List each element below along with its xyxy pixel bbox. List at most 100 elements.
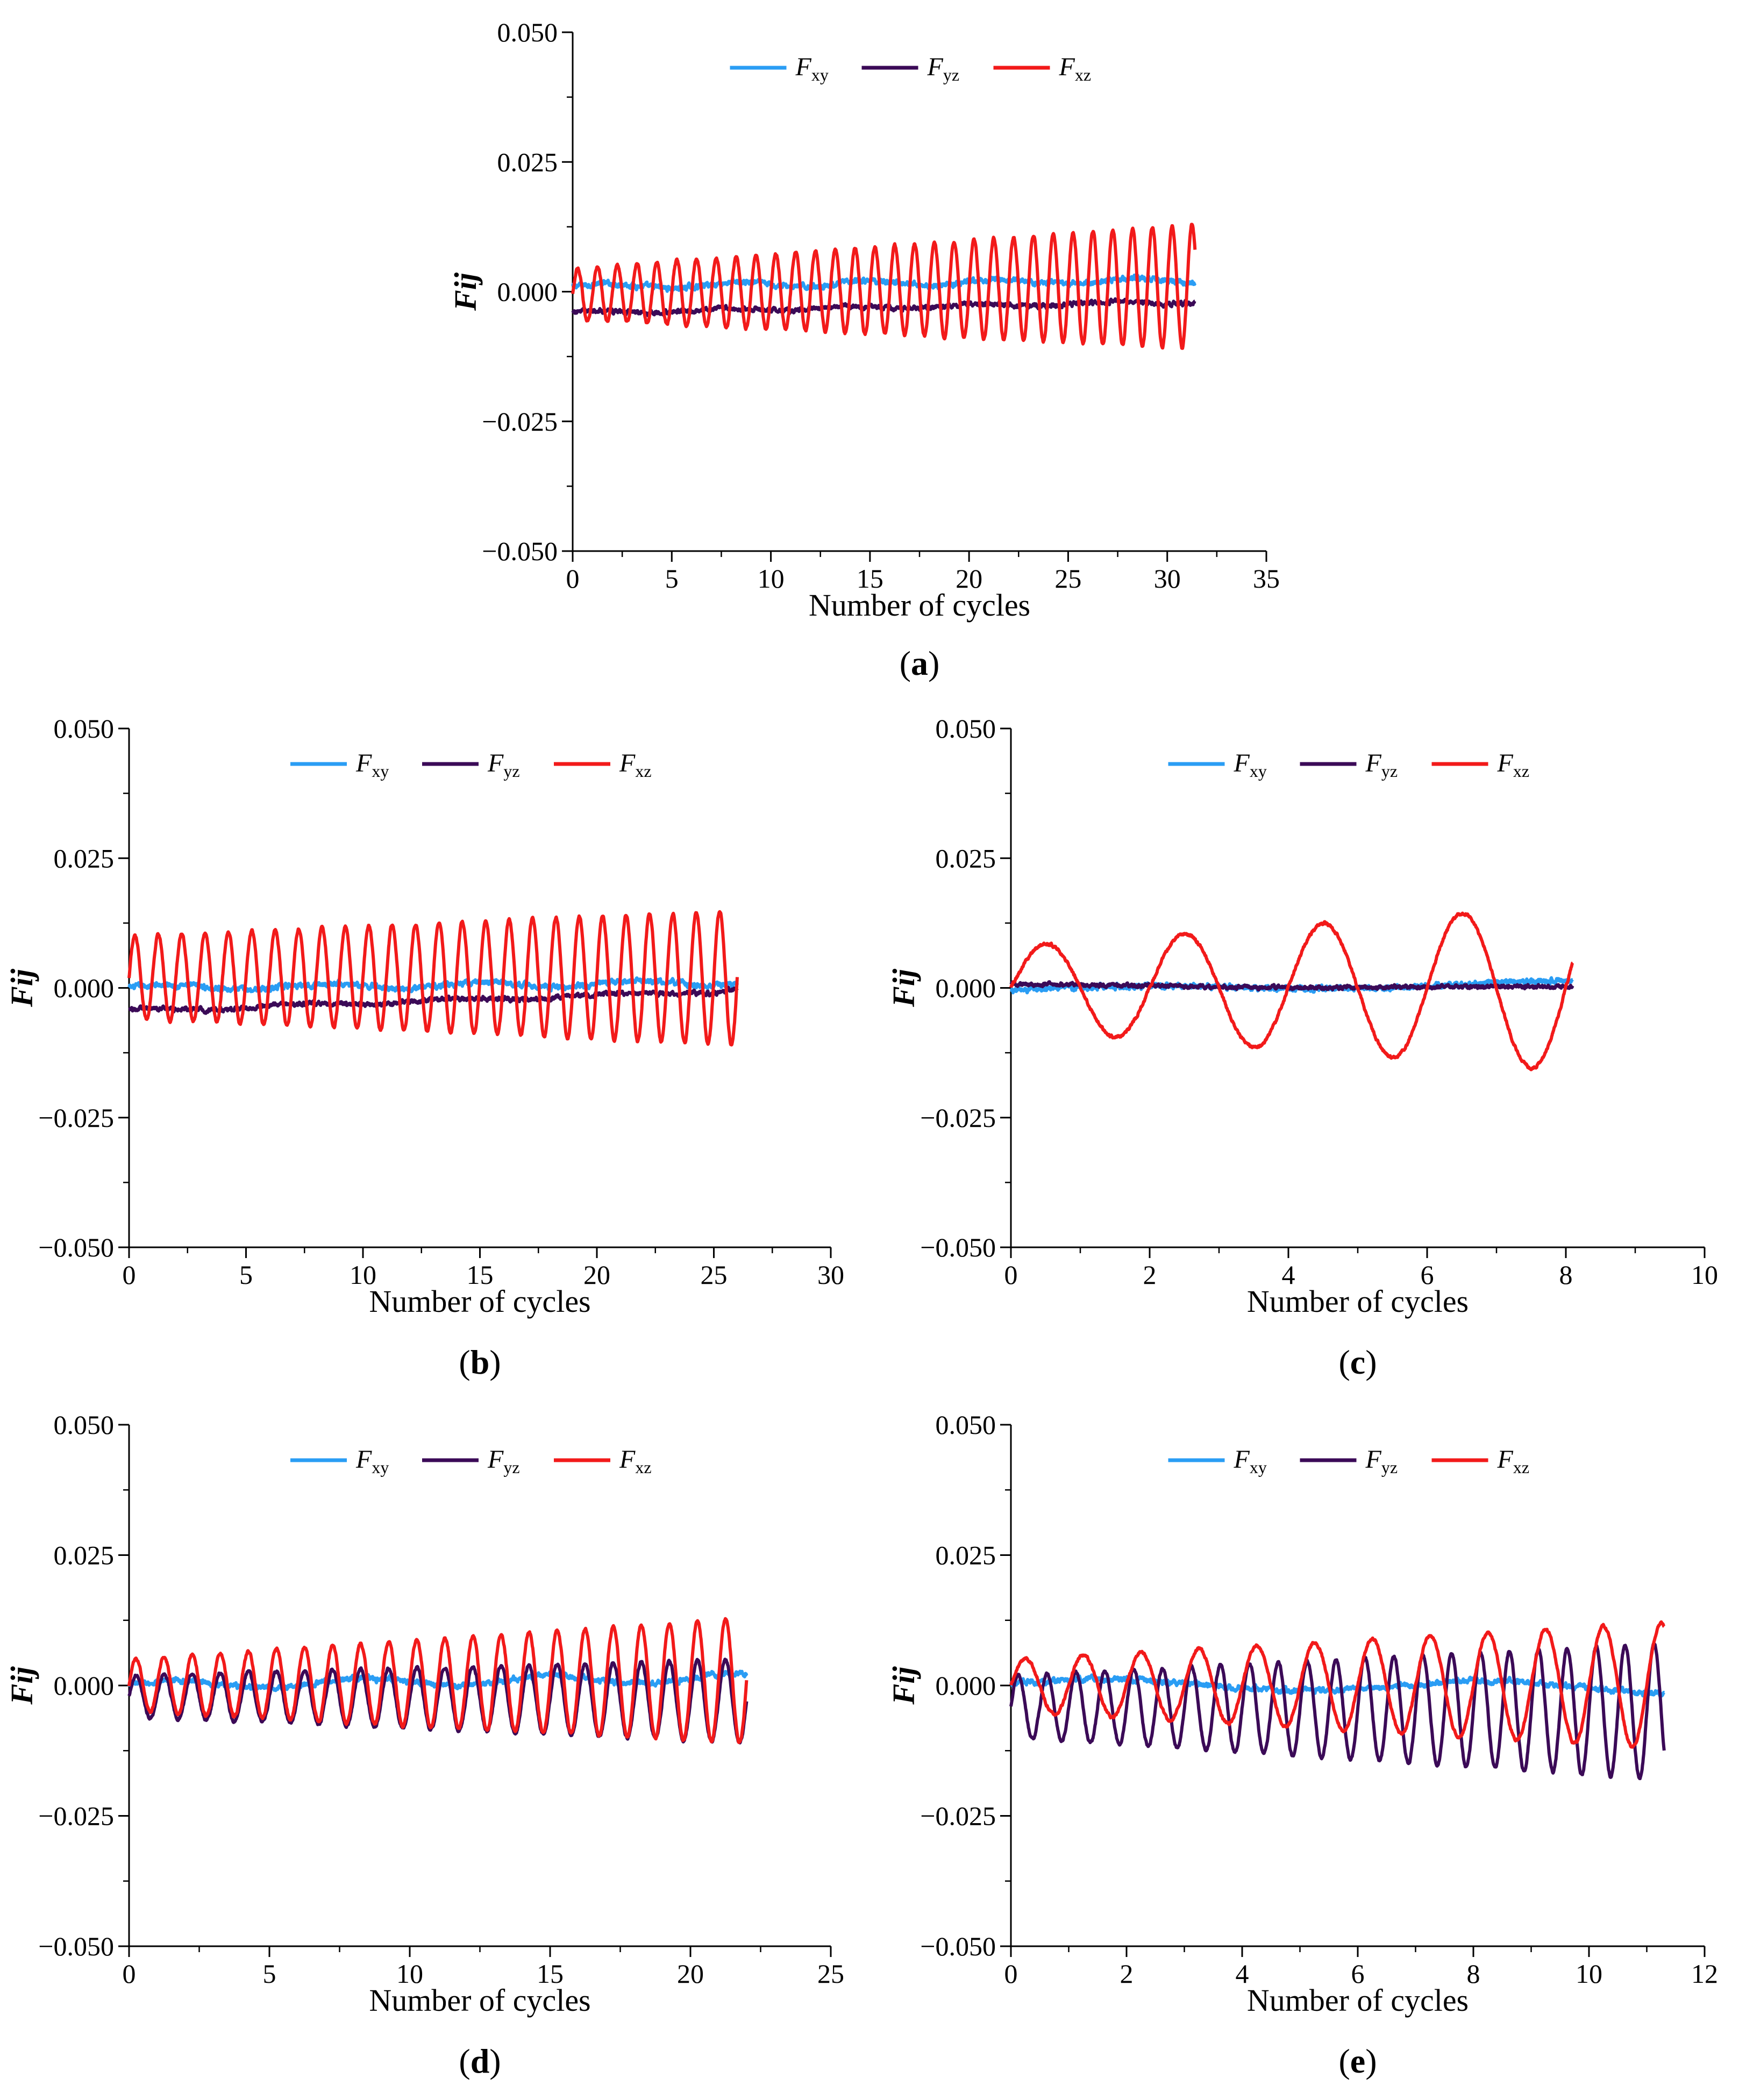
x-tick-label: 12 xyxy=(1691,1959,1718,1989)
legend-label: Fxz xyxy=(619,1445,652,1477)
x-tick-label: 0 xyxy=(123,1959,136,1989)
x-tick-label: 15 xyxy=(857,563,883,594)
series-line-fxy xyxy=(1009,1673,1665,1698)
legend-label: Fxz xyxy=(1497,749,1530,781)
x-tick-label: 2 xyxy=(1143,1260,1157,1290)
series-line-fxz xyxy=(127,1617,749,1744)
x-tick-label: 2 xyxy=(1120,1959,1134,1989)
y-tick-label: −0.050 xyxy=(38,1232,114,1262)
panel-letter: a xyxy=(911,644,928,682)
panel-letter: e xyxy=(1350,2042,1365,2080)
x-tick-label: 0 xyxy=(566,563,580,594)
y-tick-label: 0.025 xyxy=(936,843,996,873)
panel-letter: c xyxy=(1350,1343,1365,1381)
y-tick-label: 0.000 xyxy=(54,1670,115,1701)
x-tick-label: 6 xyxy=(1421,1260,1434,1290)
x-tick-label: 10 xyxy=(1576,1959,1602,1989)
y-tick-label: 0.050 xyxy=(54,713,115,744)
x-tick-label: 10 xyxy=(758,563,785,594)
x-tick-label: 15 xyxy=(537,1959,564,1989)
y-tick-label: −0.050 xyxy=(482,536,558,566)
x-tick-label: 20 xyxy=(677,1959,704,1989)
y-tick-label: −0.025 xyxy=(38,1103,114,1133)
x-axis-title: Number of cycles xyxy=(809,588,1030,623)
legend-label: Fxz xyxy=(1059,53,1092,84)
x-tick-label: 30 xyxy=(817,1260,844,1290)
y-tick-label: 0.000 xyxy=(936,1670,996,1701)
x-tick-label: 20 xyxy=(956,563,982,594)
x-tick-label: 25 xyxy=(701,1260,728,1290)
y-tick-label: 0.000 xyxy=(54,973,115,1003)
y-tick-label: −0.025 xyxy=(920,1103,996,1133)
y-tick-label: −0.050 xyxy=(920,1931,996,1961)
series-line-fxz xyxy=(571,223,1197,350)
y-tick-label: 0.050 xyxy=(497,17,558,47)
x-tick-label: 0 xyxy=(123,1260,136,1290)
y-axis-title: Fij xyxy=(4,1666,39,1705)
x-tick-label: 4 xyxy=(1282,1260,1295,1290)
legend-label: Fyz xyxy=(1365,1445,1398,1477)
x-axis-title: Number of cycles xyxy=(1247,1284,1469,1319)
chart-panel-e: 0 2 4 6 8 10 12 −0.050 −0.025 0.000 0.025 0.050 Numb… xyxy=(886,1410,1718,2080)
x-tick-label: 8 xyxy=(1559,1260,1573,1290)
y-axis-title: Fij xyxy=(448,272,483,311)
series-line-fxz xyxy=(1009,911,1574,1072)
y-tick-label: 0.050 xyxy=(936,1410,996,1440)
panel-label: (d) xyxy=(459,2042,501,2080)
x-tick-label: 20 xyxy=(583,1260,610,1290)
x-axis-title: Number of cycles xyxy=(369,1284,590,1319)
y-tick-label: 0.050 xyxy=(936,713,996,744)
y-tick-label: 0.025 xyxy=(54,1540,115,1570)
series-line-fyz xyxy=(571,297,1196,317)
x-tick-label: 35 xyxy=(1253,563,1280,594)
x-tick-label: 25 xyxy=(1054,563,1081,594)
legend-label: Fyz xyxy=(487,749,520,781)
x-tick-label: 5 xyxy=(263,1959,276,1989)
chart-panel-b: 0 5 10 15 20 25 30 −0.050 −0.025 0.000 0.025 0.050 N… xyxy=(4,713,844,1381)
y-tick-label: 0.050 xyxy=(54,1410,115,1440)
series-line-fyz xyxy=(1009,980,1574,992)
legend-label: Fyz xyxy=(1365,749,1398,781)
legend-label: Fxy xyxy=(1234,749,1267,781)
x-axis-title: Number of cycles xyxy=(369,1983,590,2018)
legend-label: Fxz xyxy=(1497,1445,1530,1477)
x-tick-label: 5 xyxy=(239,1260,253,1290)
y-tick-label: 0.000 xyxy=(936,973,996,1003)
series-line-fxz xyxy=(127,910,739,1047)
x-tick-label: 30 xyxy=(1154,563,1181,594)
x-tick-label: 15 xyxy=(467,1260,494,1290)
legend-label: Fxy xyxy=(1234,1445,1267,1477)
chart-panel-d: 0 5 10 15 20 25 −0.050 −0.025 0.000 0.025 0.050 Num… xyxy=(4,1410,844,2080)
y-tick-label: −0.050 xyxy=(38,1931,114,1961)
y-axis-title: Fij xyxy=(886,1666,921,1705)
y-tick-label: −0.025 xyxy=(38,1801,114,1831)
series-line-fxz xyxy=(1009,1620,1665,1749)
x-tick-label: 6 xyxy=(1351,1959,1365,1989)
y-axis-title: Fij xyxy=(4,968,39,1008)
y-tick-label: 0.000 xyxy=(497,277,558,307)
x-tick-label: 0 xyxy=(1004,1959,1018,1989)
panel-letter: b xyxy=(471,1343,490,1381)
y-axis-title: Fij xyxy=(886,968,921,1008)
panel-label: (b) xyxy=(459,1343,501,1381)
legend-label: Fyz xyxy=(487,1445,520,1477)
y-tick-label: −0.025 xyxy=(482,406,558,437)
x-tick-label: 10 xyxy=(350,1260,376,1290)
legend-label: Fxz xyxy=(619,749,652,781)
x-tick-label: 8 xyxy=(1467,1959,1480,1989)
panel-label: (a) xyxy=(900,644,940,682)
x-tick-label: 10 xyxy=(396,1959,423,1989)
y-tick-label: 0.025 xyxy=(497,147,558,177)
x-axis-title: Number of cycles xyxy=(1247,1983,1469,2018)
y-tick-label: 0.025 xyxy=(936,1540,996,1570)
y-tick-label: −0.025 xyxy=(920,1801,996,1831)
x-tick-label: 0 xyxy=(1004,1260,1018,1290)
x-tick-label: 25 xyxy=(817,1959,844,1989)
legend-label: Fxy xyxy=(355,749,389,781)
panel-label: (c) xyxy=(1338,1343,1377,1381)
legend-label: Fxy xyxy=(795,53,829,84)
x-tick-label: 4 xyxy=(1236,1959,1249,1989)
y-tick-label: −0.050 xyxy=(920,1232,996,1262)
x-tick-label: 5 xyxy=(665,563,679,594)
